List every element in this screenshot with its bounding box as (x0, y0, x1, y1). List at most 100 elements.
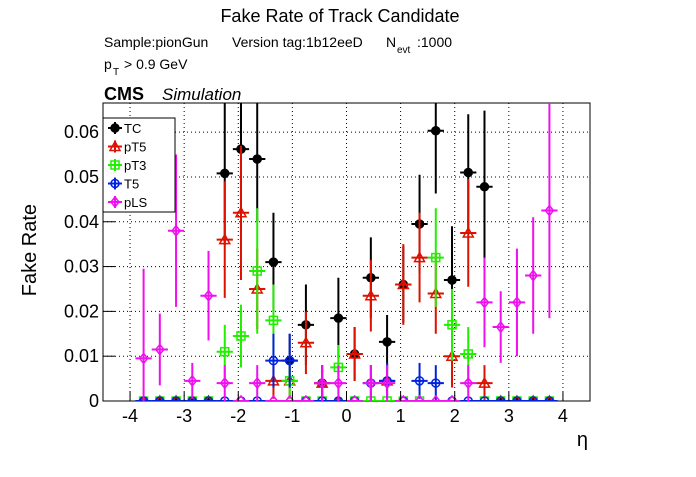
marker (220, 346, 230, 357)
legend-label: pT3 (124, 158, 146, 173)
legend-label: T5 (124, 177, 139, 192)
marker (268, 355, 279, 366)
marker (479, 396, 490, 401)
marker (382, 337, 392, 347)
y-tick-label: 0.02 (64, 301, 99, 321)
marker (333, 313, 344, 323)
marker (252, 154, 262, 164)
y-tick-label: 0 (89, 391, 99, 411)
marker (171, 396, 181, 401)
legend-marker (110, 178, 120, 189)
x-tick-label: 2 (450, 406, 460, 426)
x-tick-label: -3 (176, 406, 192, 426)
legend-label: TC (124, 121, 141, 136)
marker (171, 224, 182, 237)
x-tick-label: 1 (396, 406, 406, 426)
marker (299, 336, 313, 348)
cut-p-sub: T (113, 67, 119, 78)
y-tick-label: 0.01 (64, 346, 99, 366)
x-tick-label: -1 (284, 406, 300, 426)
y-tick-label: 0.05 (64, 167, 99, 187)
marker (511, 296, 522, 309)
marker (218, 233, 232, 245)
marker (154, 343, 165, 356)
marker (349, 394, 360, 401)
info-sample: Sample:pionGun (104, 34, 208, 50)
cms-label: CMS (104, 84, 144, 104)
marker (268, 394, 279, 401)
info-n: N (386, 34, 396, 50)
marker (234, 206, 248, 218)
marker (414, 376, 425, 386)
cut-rest: > 0.9 GeV (124, 56, 188, 72)
marker (236, 331, 246, 341)
marker (528, 396, 538, 401)
axes: -4 -3 -2 -1 0 1 2 3 4 0 0.01 0.02 0.03 0.04 0.05 0.06 (64, 122, 568, 426)
x-tick-label: -2 (230, 406, 246, 426)
marker (463, 167, 473, 178)
x-tick-label: 3 (504, 406, 514, 426)
chart-title: Fake Rate of Track Candidate (220, 6, 459, 26)
marker (495, 320, 506, 334)
marker (495, 396, 506, 401)
marker (544, 204, 555, 217)
legend-label: pT5 (124, 140, 146, 155)
info-n-value: :1000 (417, 34, 452, 50)
y-tick-label: 0.03 (64, 257, 99, 277)
marker (284, 355, 295, 366)
legend-marker (110, 195, 120, 209)
legend-marker (110, 160, 120, 170)
marker (431, 252, 441, 263)
marker (382, 376, 393, 390)
y-axis-label: Fake Rate (19, 204, 41, 296)
marker (414, 394, 425, 401)
marker (268, 257, 279, 267)
marker (478, 376, 491, 388)
marker (528, 269, 539, 282)
marker (479, 182, 490, 192)
x-tick-label: -4 (122, 406, 138, 426)
marker (397, 277, 410, 290)
x-tick-label: 4 (558, 406, 568, 426)
marker (203, 289, 214, 302)
cut-p: p (104, 56, 112, 72)
marker (447, 275, 457, 285)
marker (479, 296, 490, 309)
marker (187, 374, 198, 388)
marker (413, 251, 426, 263)
marker (463, 349, 473, 359)
marker (220, 168, 230, 179)
legend: TC pT5 pT3 T5 pLS (102, 117, 176, 213)
x-tick-label: 0 (341, 406, 351, 426)
legend-label: pLS (124, 195, 147, 210)
marker (219, 376, 230, 390)
marker (461, 226, 475, 238)
marker (430, 394, 441, 401)
marker (463, 376, 474, 390)
marker (348, 347, 361, 359)
marker (364, 289, 378, 301)
marker (317, 376, 328, 390)
marker (544, 396, 555, 401)
info-n-sub: evt (397, 45, 411, 56)
y-tick-label: 0.06 (64, 122, 99, 142)
marker (268, 315, 279, 326)
marker (431, 378, 441, 388)
plot-area (103, 103, 590, 401)
info-version: Version tag:1b12eeD (232, 34, 363, 50)
marker (203, 396, 214, 401)
y-tick-label: 0.04 (64, 212, 99, 232)
marker (155, 396, 165, 401)
marker (300, 394, 311, 401)
marker (365, 376, 376, 390)
marker (252, 266, 262, 276)
simulation-label: Simulation (162, 85, 241, 104)
marker (252, 376, 263, 390)
marker (447, 320, 457, 330)
marker (512, 396, 522, 401)
legend-marker (108, 139, 122, 152)
marker (138, 352, 149, 365)
marker (333, 376, 344, 390)
x-axis-label: η (577, 429, 588, 451)
legend-marker (110, 123, 120, 133)
